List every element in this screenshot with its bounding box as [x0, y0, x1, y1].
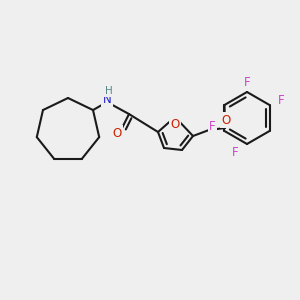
- Text: O: O: [170, 118, 180, 130]
- Text: O: O: [112, 127, 122, 140]
- Text: O: O: [221, 113, 231, 127]
- Text: F: F: [278, 94, 285, 106]
- Text: N: N: [103, 92, 111, 106]
- Text: F: F: [244, 76, 250, 88]
- Text: F: F: [209, 119, 216, 133]
- Text: H: H: [105, 86, 113, 96]
- Text: F: F: [232, 146, 238, 158]
